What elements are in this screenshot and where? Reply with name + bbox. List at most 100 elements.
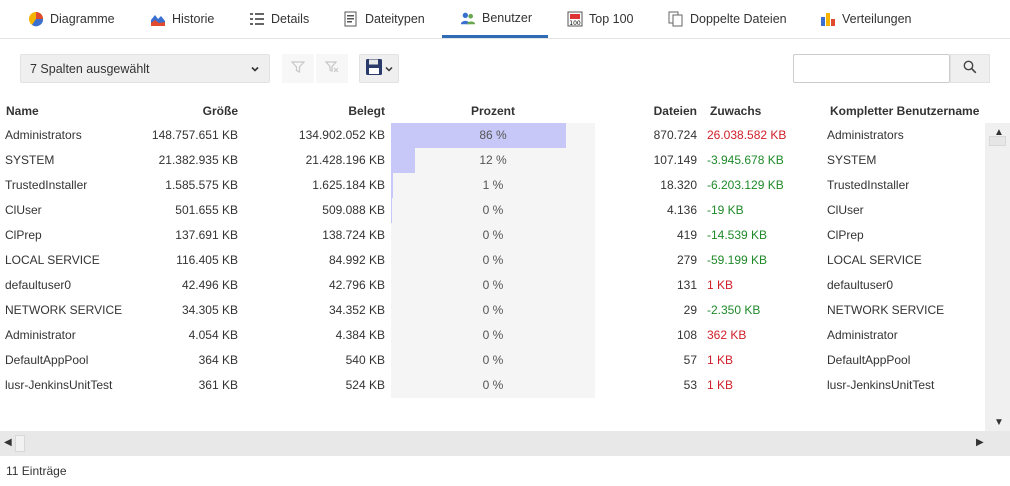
horizontal-scrollbar[interactable]: ◀ ▶ — [0, 431, 1010, 456]
filter-button[interactable] — [282, 54, 314, 83]
scroll-right-icon[interactable]: ▶ — [976, 437, 984, 448]
cell-files: 108 — [676, 328, 697, 342]
cell-name: defaultuser0 — [5, 278, 72, 292]
save-button[interactable] — [359, 54, 399, 83]
cell-percent: 0 % — [482, 203, 504, 217]
cell-name: DefaultAppPool — [5, 353, 89, 367]
column-header-growth[interactable]: Zuwachs — [710, 104, 762, 118]
cell-files: 4.136 — [666, 203, 697, 217]
column-select-dropdown[interactable]: 7 Spalten ausgewählt — [20, 54, 270, 83]
cell-files: 870.724 — [653, 128, 697, 142]
cell-files: 29 — [683, 303, 697, 317]
user-table: Administrators 148.757.651 KB 134.902.052 … — [0, 123, 985, 431]
cell-percent: 0 % — [482, 278, 504, 292]
tab-historie[interactable]: Historie — [150, 0, 214, 38]
cell-files: 53 — [683, 378, 697, 392]
cell-name: lusr-JenkinsUnitTest — [5, 378, 113, 392]
bar-chart-icon — [820, 11, 836, 27]
column-header-files[interactable]: Dateien — [653, 104, 697, 118]
cell-growth: 1 KB — [707, 278, 734, 292]
scroll-up-icon[interactable]: ▲ — [994, 127, 1004, 138]
tab-diagramme[interactable]: Diagramme — [28, 0, 115, 38]
column-header-name[interactable]: Name — [6, 104, 39, 118]
tab-dateitypen[interactable]: Dateitypen — [343, 0, 425, 38]
cell-size: 42.496 KB — [181, 278, 238, 292]
chevron-down-icon — [250, 63, 260, 77]
cell-growth: -14.539 KB — [707, 228, 768, 242]
column-header-percent[interactable]: Prozent — [470, 104, 515, 118]
cell-name: ClUser — [5, 203, 42, 217]
cell-name: SYSTEM — [5, 153, 55, 167]
cell-files: 107.149 — [653, 153, 697, 167]
tab-top-100[interactable]: 100 Top 100 — [567, 0, 633, 38]
cell-fullname: lusr-JenkinsUnitTest — [827, 378, 935, 392]
cell-growth: -2.350 KB — [707, 303, 761, 317]
column-header-fullname[interactable]: Kompletter Benutzername — [830, 104, 980, 118]
cell-percent: 0 % — [482, 253, 504, 267]
table-row[interactable]: ClPrep 137.691 KB 138.724 KB 0 % 419 -14.539 … — [0, 223, 985, 248]
tab-benutzer[interactable]: Benutzer — [442, 0, 548, 38]
cell-used: 84.992 KB — [328, 253, 385, 267]
tab-label: Verteilungen — [842, 12, 912, 26]
tab-label: Diagramme — [50, 12, 115, 26]
table-row[interactable]: lusr-JenkinsUnitTest 361 KB 524 KB 0 % 53 1 K… — [0, 373, 985, 398]
percent-bar-track — [391, 173, 595, 198]
table-row[interactable]: Administrators 148.757.651 KB 134.902.052 … — [0, 123, 985, 148]
table-row[interactable]: defaultuser0 42.496 KB 42.796 KB 0 % 131 1 KB… — [0, 273, 985, 298]
clear-filter-button[interactable] — [316, 54, 348, 83]
cell-size: 1.585.575 KB — [165, 178, 238, 192]
cell-used: 524 KB — [345, 378, 385, 392]
cell-files: 279 — [676, 253, 697, 267]
cell-growth: -6.203.129 KB — [707, 178, 784, 192]
table-row[interactable]: Administrator 4.054 KB 4.384 KB 0 % 108 362 K… — [0, 323, 985, 348]
table-row[interactable]: SYSTEM 21.382.935 KB 21.428.196 KB 12 % 107.… — [0, 148, 985, 173]
cell-used: 134.902.052 KB — [298, 128, 385, 142]
vertical-scroll-thumb[interactable] — [989, 136, 1006, 146]
cell-files: 57 — [683, 353, 697, 367]
cell-name: ClPrep — [5, 228, 42, 242]
percent-bar-track — [391, 148, 595, 173]
tab-details[interactable]: Details — [249, 0, 309, 38]
cell-used: 1.625.184 KB — [312, 178, 385, 192]
search-button[interactable] — [950, 54, 990, 83]
percent-bar-track — [391, 248, 595, 273]
table-row[interactable]: TrustedInstaller 1.585.575 KB 1.625.184 KB… — [0, 173, 985, 198]
save-icon — [365, 58, 383, 79]
cell-fullname: Administrator — [827, 328, 898, 342]
tab-label: Details — [271, 12, 310, 26]
filter-icon — [290, 60, 306, 77]
table-row[interactable]: LOCAL SERVICE 116.405 KB 84.992 KB 0 % 279 -5… — [0, 248, 985, 273]
cell-size: 4.054 KB — [188, 328, 238, 342]
cell-size: 21.382.935 KB — [158, 153, 238, 167]
cell-fullname: ClPrep — [827, 228, 864, 242]
cell-used: 34.352 KB — [328, 303, 385, 317]
column-header-size[interactable]: Größe — [202, 104, 238, 118]
cell-percent: 0 % — [482, 328, 504, 342]
cell-name: TrustedInstaller — [5, 178, 88, 192]
tab-bar: Diagramme Historie Details Dateitypen Be… — [0, 0, 1010, 39]
vertical-scrollbar[interactable]: ▲ ▼ — [985, 123, 1010, 431]
cell-percent: 0 % — [482, 378, 504, 392]
table-row[interactable]: DefaultAppPool 364 KB 540 KB 0 % 57 1 KB Defau… — [0, 348, 985, 373]
tab-label: Doppelte Dateien — [690, 12, 787, 26]
cell-used: 509.088 KB — [322, 203, 385, 217]
cell-fullname: defaultuser0 — [827, 278, 894, 292]
tab-label: Historie — [172, 12, 215, 26]
users-icon — [460, 10, 476, 26]
top100-icon: 100 — [567, 11, 583, 27]
cell-name: NETWORK SERVICE — [5, 303, 123, 317]
cell-files: 18.320 — [660, 178, 697, 192]
pie-chart-icon — [28, 11, 44, 27]
percent-bar-track — [391, 373, 595, 398]
scroll-left-icon[interactable]: ◀ — [4, 437, 12, 448]
tab-verteilungen[interactable]: Verteilungen — [820, 0, 912, 38]
cell-fullname: DefaultAppPool — [827, 353, 911, 367]
scroll-down-icon[interactable]: ▼ — [994, 417, 1004, 428]
table-row[interactable]: ClUser 501.655 KB 509.088 KB 0 % 4.136 -19 KB… — [0, 198, 985, 223]
table-row[interactable]: NETWORK SERVICE 34.305 KB 34.352 KB 0 % 29 -2… — [0, 298, 985, 323]
search-input[interactable] — [793, 54, 950, 83]
column-header-used[interactable]: Belegt — [348, 104, 385, 118]
tab-doppelte-dateien[interactable]: Doppelte Dateien — [668, 0, 787, 38]
horizontal-scroll-thumb[interactable] — [15, 435, 25, 452]
percent-bar-track — [391, 323, 595, 348]
